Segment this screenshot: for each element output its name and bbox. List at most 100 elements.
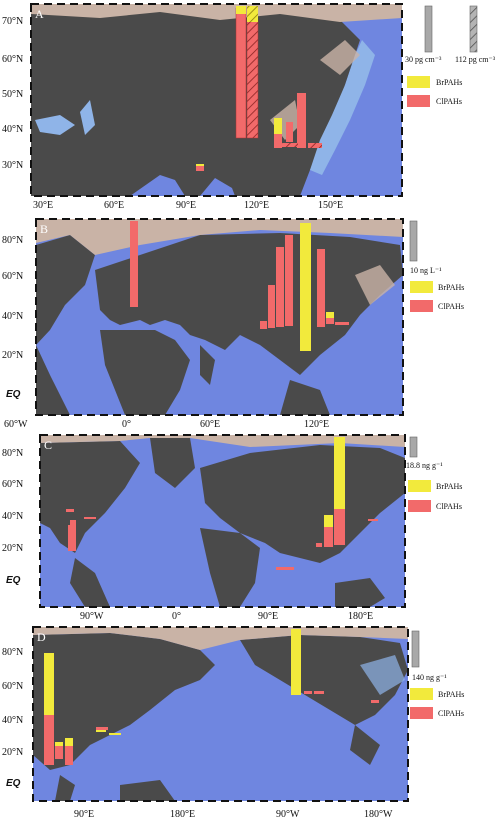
scale-bar — [409, 436, 418, 458]
panel-label: D — [37, 630, 46, 644]
clpah-bar — [70, 520, 76, 528]
clpah-bar — [317, 249, 325, 327]
clpah-bar — [276, 247, 284, 327]
legend-swatch-clpah — [407, 95, 430, 107]
legend-swatch-brpah — [410, 688, 433, 700]
lon-tick: 120°E — [304, 419, 329, 430]
legend-brpah: BrPAHs — [436, 78, 462, 87]
lon-tick: 90°W — [80, 611, 104, 622]
panel-d-map: D 80°N 60°N 40°N 20°N EQ 90°E 180°E 90°W… — [2, 626, 464, 820]
clpah-bar — [286, 122, 293, 142]
panel-c-map: C 80°N 60°N 40°N 20°N EQ 90°W 0° 90°E 18… — [2, 434, 462, 622]
lat-tick: 20°N — [2, 543, 23, 554]
clpah-bar — [65, 739, 73, 765]
lon-tick: 180°W — [364, 809, 393, 820]
legend-clpah: ClPAHs — [436, 502, 462, 511]
clpah-bar — [96, 727, 108, 730]
legend-swatch-clpah — [410, 300, 433, 312]
clpah-bar — [326, 318, 334, 324]
lat-tick: 40°N — [2, 511, 23, 522]
lat-tick: 40°N — [2, 124, 23, 135]
lon-tick: 180°E — [348, 611, 373, 622]
clpah-bar — [324, 527, 333, 547]
lat-tick: 80°N — [2, 647, 23, 658]
lon-tick: 90°E — [74, 809, 94, 820]
panel-b-map: B 80°N 60°N 40°N 20°N EQ 60°W 0° 60°E 12… — [2, 218, 464, 430]
map-land — [36, 235, 95, 345]
brpah-bar — [334, 437, 345, 545]
scale-bar-hatched — [469, 5, 478, 53]
legend-clpah: ClPAHs — [438, 302, 464, 311]
legend-clpah: ClPAHs — [436, 97, 462, 106]
clpah-bar — [84, 517, 96, 519]
panel-b: B 80°N 60°N 40°N 20°N EQ 60°W 0° 60°E 12… — [0, 215, 499, 430]
lat-tick: 60°N — [2, 479, 23, 490]
clpah-bar — [130, 221, 138, 307]
clpah-bar — [268, 285, 275, 328]
legend-brpah: BrPAHs — [438, 283, 464, 292]
lon-tick: 0° — [122, 419, 131, 430]
clpah-bar — [316, 543, 322, 547]
brpah-bar — [96, 730, 106, 732]
clpah-bar — [196, 165, 204, 171]
lat-tick: 60°N — [2, 681, 23, 692]
brpah-bar — [291, 629, 301, 695]
panel-a: A 70°N 60°N 50°N 40°N 30°N 30°E 60°E 90°… — [0, 0, 499, 210]
clpah-bar — [282, 143, 298, 147]
panel-label: C — [44, 438, 52, 452]
legend-swatch-brpah — [407, 76, 430, 88]
lat-tick-eq: EQ — [6, 575, 21, 586]
clpah-bar — [44, 715, 54, 765]
clpah-bar — [335, 322, 349, 325]
brpah-bar — [109, 733, 121, 735]
map-land — [33, 633, 215, 770]
clpah-bar — [334, 509, 345, 545]
brpah-bar — [44, 653, 54, 765]
lon-tick: 0° — [172, 611, 181, 622]
lat-tick: 20°N — [2, 350, 23, 361]
clpah-bar — [304, 691, 312, 694]
clpah-bar — [66, 509, 74, 512]
lat-tick: 60°N — [2, 54, 23, 65]
legend-swatch-clpah — [410, 707, 433, 719]
clpah-bar — [368, 519, 378, 521]
clpah-bar — [276, 567, 294, 570]
clpah-bar — [235, 7, 247, 139]
legend-swatch-clpah — [408, 500, 431, 512]
clpah-bar — [308, 143, 322, 148]
panel-d: D 80°N 60°N 40°N 20°N EQ 90°E 180°E 90°W… — [0, 625, 499, 821]
scale-label: 10 ng L⁻¹ — [410, 266, 442, 275]
brpah-bar — [236, 6, 246, 14]
clpah-bar — [314, 691, 324, 694]
brpah-bar — [196, 164, 204, 166]
clpah-bar — [246, 19, 259, 139]
clpah-bar — [285, 235, 293, 326]
lat-tick: 80°N — [2, 235, 23, 246]
legend-swatch-brpah — [408, 480, 431, 492]
lon-tick: 150°E — [318, 200, 343, 210]
map-land — [40, 441, 140, 553]
lat-tick: 40°N — [2, 311, 23, 322]
panel-c: C 80°N 60°N 40°N 20°N EQ 90°W 0° 90°E 18… — [0, 433, 499, 623]
lat-tick: 60°N — [2, 271, 23, 282]
panel-label: A — [35, 7, 44, 21]
scale-label: 30 pg cm⁻³ — [405, 55, 442, 64]
scale-label: 112 pg cm⁻³ — [455, 55, 496, 64]
lon-tick: 60°E — [104, 200, 124, 210]
clpah-bar — [55, 745, 63, 759]
brpah-bar — [65, 738, 73, 746]
scale-bar — [424, 5, 433, 53]
lon-tick: 90°W — [276, 809, 300, 820]
scale-bar — [409, 220, 418, 262]
lon-tick: 60°E — [200, 419, 220, 430]
lat-tick: 20°N — [2, 747, 23, 758]
legend-brpah: BrPAHs — [438, 690, 464, 699]
scale-label: 140 ng g⁻¹ — [412, 673, 447, 682]
lon-tick: 180°E — [170, 809, 195, 820]
lat-tick: 50°N — [2, 89, 23, 100]
brpah-bar — [274, 118, 282, 134]
brpah-bar — [55, 742, 63, 746]
lon-tick: 30°E — [33, 200, 53, 210]
legend-clpah: ClPAHs — [438, 709, 464, 718]
lat-tick: 70°N — [2, 16, 23, 27]
